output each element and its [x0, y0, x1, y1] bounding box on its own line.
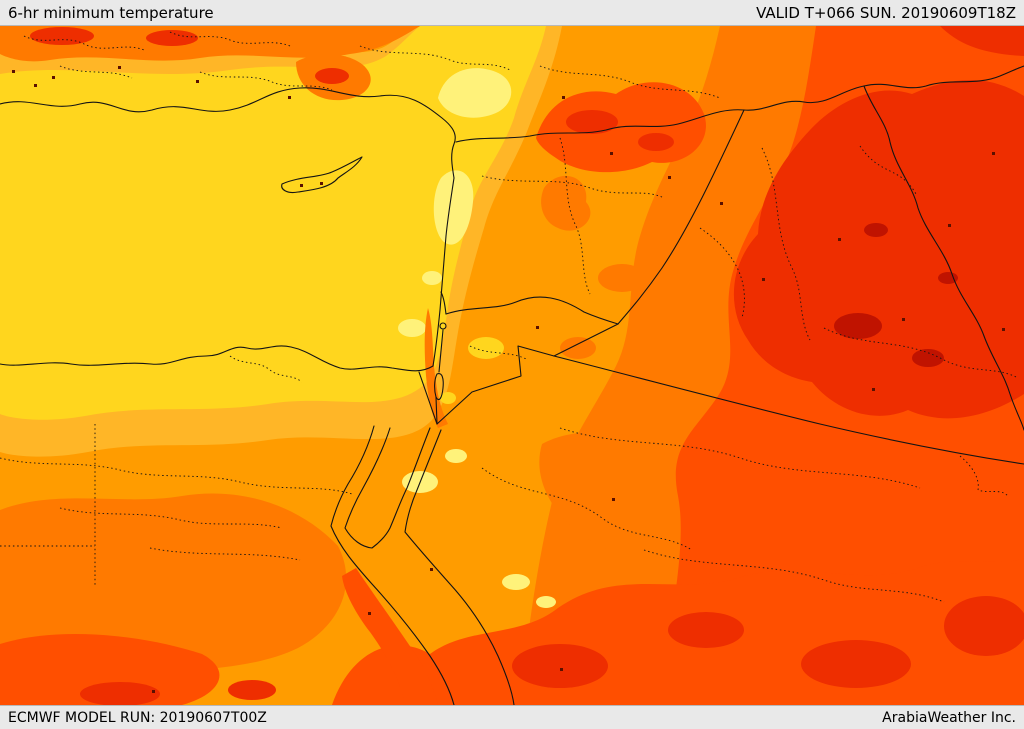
sea-of-galilee: [439, 322, 447, 330]
israel-jordan-arava-border: [435, 396, 438, 425]
admin-boundaries-dotted: [0, 31, 1019, 603]
layer-anatolia-red-streaks: [30, 27, 349, 84]
weather-map: [0, 26, 1024, 705]
sinai-peninsula-outline: [344, 427, 431, 549]
jordan-iraq-border: [553, 323, 619, 357]
dead-sea-outline: [434, 373, 444, 401]
jordan-saudi-border: [436, 345, 555, 425]
layer-red-cores: [80, 26, 1024, 705]
map-title: 6-hr minimum temperature: [8, 3, 214, 22]
iraq-iran-border: [863, 85, 1024, 431]
temp-fill-layers: [0, 26, 1024, 705]
coastlines-and-borders: [0, 65, 1024, 705]
station-markers: [12, 66, 1005, 693]
model-run-label: ECMWF MODEL RUN: 20190607T00Z: [8, 709, 267, 726]
jordan-river: [438, 329, 444, 373]
layer-dark-red-cores: [834, 223, 958, 367]
turkey-south-border: [455, 65, 1024, 143]
mediterranean-coastline: [0, 87, 456, 372]
layer-pale-yellow-patches: [398, 68, 556, 608]
brand-label: ArabiaWeather Inc.: [882, 709, 1016, 726]
gulf-of-suez-red-sea-west: [330, 425, 455, 705]
lebanon-israel-border: [440, 291, 447, 315]
cyprus-outline: [281, 156, 363, 194]
header-bar: 6-hr minimum temperature VALID T+066 SUN…: [0, 0, 1024, 26]
footer-bar: ECMWF MODEL RUN: 20190607T00Z ArabiaWeat…: [0, 705, 1024, 729]
red-sea-east-shore: [404, 429, 515, 705]
temperature-contour-map: [0, 26, 1024, 705]
syria-iraq-border: [617, 109, 745, 325]
valid-time-label: VALID T+066 SUN. 20190609T18Z: [756, 3, 1016, 22]
egypt-israel-border: [418, 371, 438, 425]
iraq-saudi-border: [553, 355, 1024, 465]
syria-jordan-border: [445, 296, 619, 325]
